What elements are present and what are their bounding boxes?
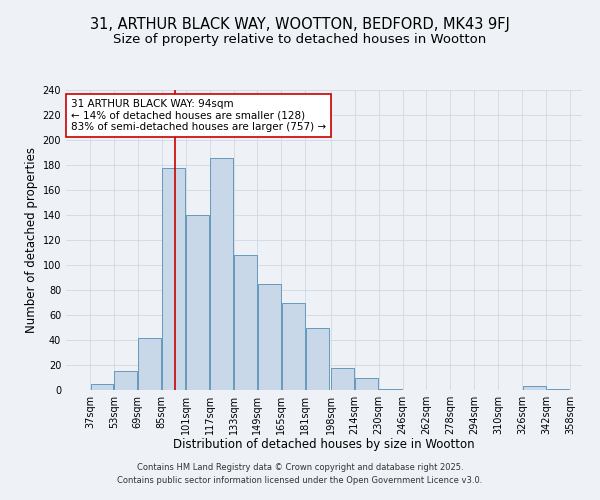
Bar (186, 215, 209, 390)
Text: Contains HM Land Registry data © Crown copyright and database right 2025.: Contains HM Land Registry data © Crown c… (137, 464, 463, 472)
Text: 31, ARTHUR BLACK WAY, WOOTTON, BEDFORD, MK43 9FJ: 31, ARTHUR BLACK WAY, WOOTTON, BEDFORD, … (90, 18, 510, 32)
Bar (234, 255, 257, 390)
Bar (163, 168, 185, 390)
Y-axis label: Number of detached properties: Number of detached properties (25, 147, 38, 333)
Bar (331, 368, 354, 390)
Bar (523, 386, 545, 390)
Bar (210, 158, 233, 390)
Bar (91, 384, 113, 390)
Text: Size of property relative to detached houses in Wootton: Size of property relative to detached ho… (113, 32, 487, 46)
Bar (282, 302, 305, 390)
Bar (355, 378, 378, 390)
Bar (258, 284, 281, 390)
Text: 31 ARTHUR BLACK WAY: 94sqm
← 14% of detached houses are smaller (128)
83% of sem: 31 ARTHUR BLACK WAY: 94sqm ← 14% of deta… (71, 99, 326, 132)
Bar (115, 371, 137, 390)
Bar (139, 338, 161, 390)
Text: Contains public sector information licensed under the Open Government Licence v3: Contains public sector information licen… (118, 476, 482, 485)
Bar (306, 328, 329, 390)
Bar (547, 389, 569, 390)
X-axis label: Distribution of detached houses by size in Wootton: Distribution of detached houses by size … (173, 438, 475, 452)
Bar (379, 389, 402, 390)
